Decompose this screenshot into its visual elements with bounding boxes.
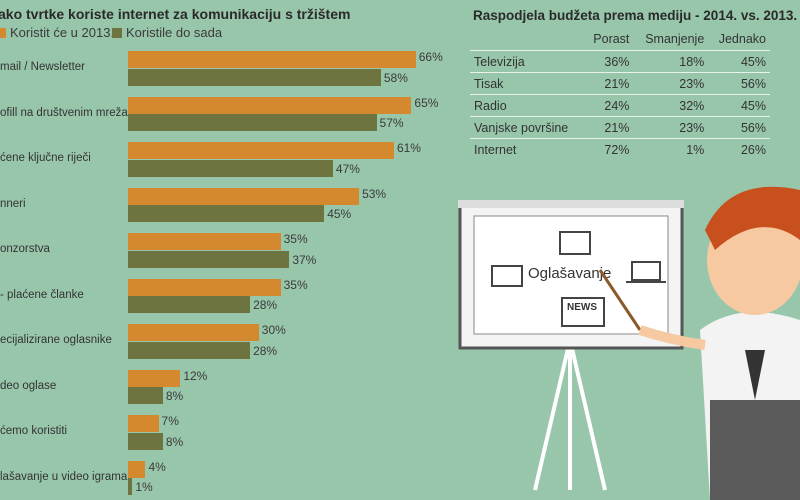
data-label: 30%	[261, 323, 286, 337]
legend-item-2013: Koristit će u 2013.	[0, 25, 114, 40]
data-label: 12%	[183, 368, 208, 383]
column-header	[470, 28, 584, 51]
category-label: ecijalizirane oglasnike	[0, 334, 112, 346]
table-cell: 32%	[633, 94, 709, 117]
whiteboard	[458, 200, 684, 491]
data-label: 53%	[362, 186, 387, 201]
table-row: Radio 24% 32% 45%	[470, 94, 770, 117]
table-cell: 26%	[708, 138, 770, 160]
table-cell: 72%	[584, 138, 634, 160]
tv-icon	[559, 231, 591, 255]
bar-2013	[128, 187, 360, 205]
table-cell: Vanjske površine	[470, 116, 585, 139]
table-row: Internet 72% 1% 26%	[470, 138, 770, 160]
presenter-character	[638, 186, 800, 500]
category-label: ćemo koristiti	[0, 425, 68, 437]
bar-2013	[128, 96, 412, 114]
legend-swatch	[0, 27, 6, 38]
bar-so-far	[128, 250, 290, 268]
board-label: Oglašavanje	[528, 265, 611, 282]
category-label: ofill na društvenim mrežama	[0, 106, 144, 119]
data-label: 47%	[335, 161, 360, 176]
table-cell: 24%	[584, 94, 634, 117]
data-label: 65%	[414, 95, 439, 110]
table-cell: 56%	[708, 116, 770, 139]
bar-so-far	[128, 341, 251, 359]
bar-2013	[128, 460, 146, 478]
table-row: Vanjske površine 21% 23% 56%	[470, 116, 770, 139]
data-label: 28%	[253, 343, 278, 358]
table-cell: 45%	[708, 50, 770, 73]
column-header: Jednako	[718, 32, 766, 46]
category-label: deo oglase	[0, 379, 57, 392]
table-cell: 56%	[708, 72, 770, 95]
data-label: 8%	[165, 389, 184, 403]
table-cell: 23%	[633, 116, 709, 139]
legend-label: Koristile do sada	[126, 25, 223, 40]
data-label: 8%	[165, 434, 184, 449]
bar-2013	[128, 369, 181, 387]
legend-item-so-far: Koristile do sada	[112, 25, 222, 40]
table-cell: 1%	[633, 138, 709, 160]
data-label: 61%	[396, 141, 421, 155]
table-cell: Tisak	[470, 72, 585, 95]
bar-2013	[128, 51, 416, 68]
bar-2013	[128, 142, 394, 159]
bar-so-far	[128, 68, 381, 86]
category-label: onzorstva	[0, 243, 50, 255]
pointer-stick	[598, 269, 642, 331]
table-cell: Televizija	[470, 50, 585, 73]
data-label: 58%	[383, 70, 408, 85]
table-cell: Internet	[470, 138, 585, 160]
bar-so-far	[128, 296, 251, 313]
budget-table: Porast Smanjenje Jednako Televizija 36% 18% 4…	[470, 28, 770, 160]
data-label: 57%	[379, 116, 404, 130]
data-label: 7%	[161, 414, 179, 428]
legend-label: Koristit će u 2013.	[10, 25, 115, 40]
table-row: Televizija 36% 18% 45%	[470, 50, 770, 73]
table-cell: 36%	[584, 50, 634, 73]
data-label: 66%	[418, 50, 443, 64]
table-row: Tisak 21% 23% 56%	[470, 72, 770, 95]
bar-so-far	[128, 114, 377, 131]
data-label: 35%	[283, 232, 308, 246]
column-header: Porast	[593, 32, 630, 46]
table-cell: 21%	[584, 116, 634, 139]
presentation-illustration: Oglašavanje NEWS	[458, 186, 800, 500]
category-label: lašavanje u video igrama	[0, 470, 128, 483]
table-title: Raspodjela budžeta prema mediju - 2014. …	[473, 8, 798, 23]
category-label: - plaćene članke	[0, 288, 84, 301]
legend-swatch	[112, 27, 122, 38]
bar-so-far	[128, 387, 163, 404]
table-cell: 21%	[584, 72, 634, 95]
table-cell: 18%	[633, 50, 709, 73]
data-label: 28%	[253, 298, 278, 312]
bar-2013	[128, 278, 281, 296]
news-label: NEWS	[567, 302, 597, 313]
laptop-icon	[626, 261, 666, 283]
data-label: 37%	[292, 252, 317, 267]
data-label: 45%	[327, 207, 352, 221]
data-label: 35%	[283, 277, 308, 292]
column-header: Smanjenje	[645, 32, 705, 46]
bar-so-far	[128, 159, 333, 177]
table-cell: Radio	[470, 94, 585, 117]
category-label: nneri	[0, 197, 26, 210]
data-label: 1%	[135, 480, 153, 494]
category-label: ćene ključne riječi	[0, 152, 91, 164]
bar-2013	[128, 415, 159, 432]
category-label: mail / Newsletter	[0, 61, 85, 73]
bar-2013	[128, 324, 259, 341]
newspaper-icon: NEWS	[561, 297, 605, 327]
radio-icon	[491, 265, 523, 287]
data-label: 4%	[148, 459, 166, 474]
bar-2013	[128, 233, 281, 250]
bar-so-far	[128, 432, 163, 450]
chart-title: ako tvrtke koriste internet za komunikac…	[0, 6, 351, 22]
table-cell: 45%	[708, 94, 770, 117]
table-cell: 23%	[633, 72, 709, 95]
bar-so-far	[128, 478, 133, 495]
bar-so-far	[128, 205, 325, 222]
